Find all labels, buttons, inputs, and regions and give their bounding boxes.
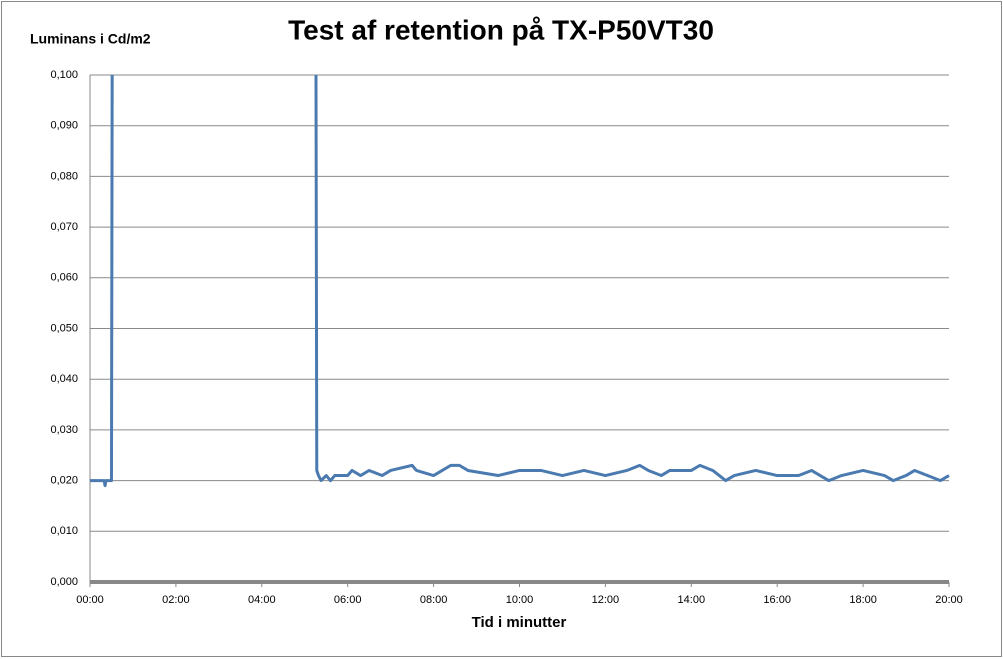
y-tick-label: 0,070 [50, 221, 78, 233]
y-tick-label: 0,100 [50, 69, 78, 81]
x-tick-label: 14:00 [678, 594, 706, 606]
x-tick-label: 00:00 [76, 594, 104, 606]
y-tick-label: 0,050 [50, 322, 78, 334]
y-tick-label: 0,000 [50, 576, 78, 588]
y-tick-label: 0,090 [50, 120, 78, 132]
y-tick-label: 0,080 [50, 170, 78, 182]
x-tick-label: 20:00 [935, 594, 963, 606]
data-line [90, 75, 950, 488]
x-tick-label: 04:00 [248, 594, 276, 606]
y-axis-label: Luminans i Cd/m2 [30, 31, 151, 47]
y-tick-label: 0,020 [50, 475, 78, 487]
x-tick-label: 16:00 [763, 594, 791, 606]
x-tick-label: 02:00 [162, 594, 190, 606]
x-axis-label: Tid i minutter [472, 614, 567, 631]
y-tick-label: 0,010 [50, 525, 78, 537]
chart-title: Test af retention på TX-P50VT30 [288, 14, 714, 45]
x-tick-label: 10:00 [506, 594, 534, 606]
y-tick-label: 0,060 [50, 272, 78, 284]
x-tick-label: 06:00 [334, 594, 362, 606]
x-tick-label: 12:00 [592, 594, 620, 606]
y-tick-label: 0,030 [50, 424, 78, 436]
x-tick-label: 08:00 [420, 594, 448, 606]
x-tick-label: 18:00 [849, 594, 877, 606]
y-tick-label: 0,040 [50, 373, 78, 385]
